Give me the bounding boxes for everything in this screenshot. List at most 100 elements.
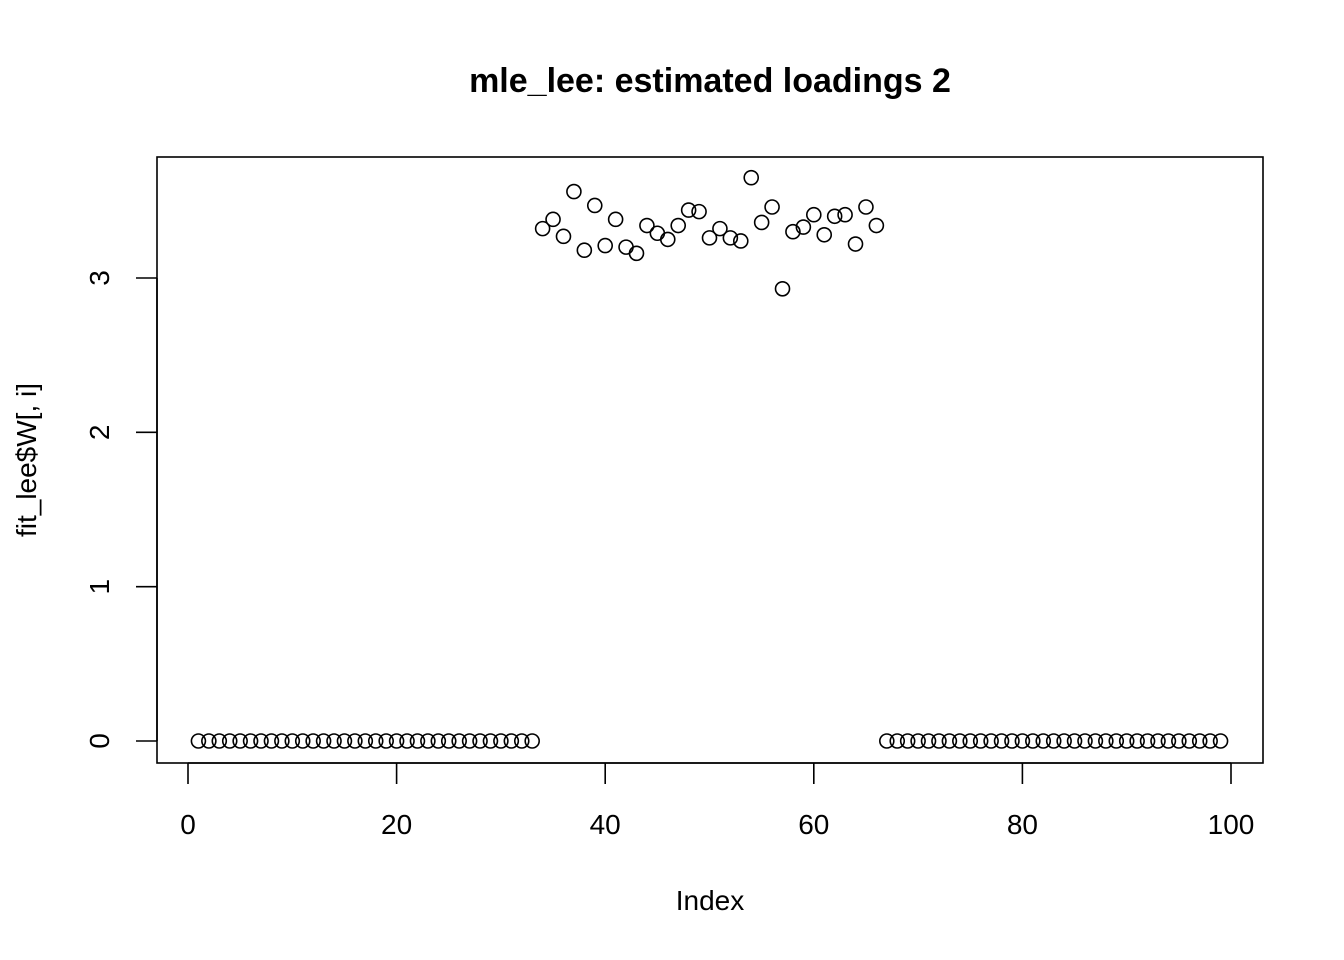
x-tick-label: 40	[590, 809, 621, 840]
data-point	[732, 233, 749, 249]
data-point	[837, 206, 853, 223]
x-tick-label: 80	[1007, 809, 1038, 840]
data-point	[847, 236, 864, 252]
data-point	[889, 733, 906, 749]
data-point	[597, 237, 614, 254]
data-point	[931, 733, 947, 749]
data-point	[430, 733, 447, 749]
x-tick-label: 100	[1208, 809, 1255, 840]
data-point	[232, 733, 248, 749]
data-point	[1202, 733, 1218, 749]
data-point	[1045, 733, 1062, 749]
data-point	[1056, 733, 1072, 749]
data-point	[1014, 733, 1031, 749]
data-point	[1035, 733, 1052, 749]
data-point	[211, 733, 228, 749]
data-point	[649, 225, 666, 242]
data-point	[545, 211, 561, 228]
data-point	[201, 733, 217, 749]
data-point	[367, 733, 384, 749]
data-point	[472, 733, 488, 749]
data-point	[357, 733, 374, 749]
data-point	[1118, 733, 1135, 749]
x-tick-label: 20	[381, 809, 412, 840]
data-point	[253, 733, 269, 749]
data-point	[993, 733, 1010, 749]
y-tick-label: 2	[84, 425, 115, 441]
data-point	[805, 206, 822, 223]
data-point	[628, 245, 645, 262]
data-point	[1066, 733, 1083, 749]
data-point	[461, 733, 478, 749]
data-point	[899, 733, 916, 749]
x-tick-label: 60	[798, 809, 829, 840]
data-point	[378, 733, 394, 749]
data-point	[607, 211, 624, 228]
data-point	[1139, 733, 1156, 749]
data-point	[1087, 733, 1104, 749]
y-tick-label: 1	[84, 579, 115, 595]
data-point	[618, 239, 634, 255]
data-point	[722, 230, 739, 246]
data-point	[983, 733, 999, 749]
data-point	[680, 202, 697, 218]
data-point	[774, 281, 791, 297]
data-point	[743, 169, 760, 186]
data-point	[336, 733, 353, 749]
data-point	[795, 219, 812, 235]
data-point	[451, 733, 467, 749]
data-point	[764, 199, 780, 215]
x-tick-label: 0	[180, 809, 196, 840]
data-point	[785, 223, 801, 240]
data-point	[440, 733, 457, 749]
data-point	[524, 733, 540, 749]
x-axis: 0 20 40 60 80 100	[180, 762, 1255, 840]
y-axis-label: fit_lee$W[, i]	[11, 383, 42, 537]
data-point	[962, 733, 979, 749]
data-point	[920, 733, 937, 749]
data-point	[868, 217, 885, 234]
data-point	[534, 220, 551, 237]
data-point	[493, 733, 509, 749]
data-point	[388, 733, 405, 749]
x-axis-label: Index	[676, 885, 745, 916]
plot-frame	[156, 156, 1264, 764]
data-point	[1025, 733, 1041, 749]
data-point	[1160, 733, 1177, 749]
y-tick-label: 3	[84, 270, 115, 286]
data-point	[712, 220, 728, 237]
data-point	[1004, 733, 1020, 749]
data-point	[409, 733, 426, 749]
data-point	[1098, 733, 1114, 749]
data-point	[1191, 733, 1208, 749]
data-point	[879, 733, 895, 749]
data-point	[659, 231, 676, 248]
data-point	[941, 733, 958, 749]
data-point	[670, 217, 687, 234]
data-point	[826, 208, 843, 225]
data-point	[399, 733, 415, 749]
data-point	[566, 183, 582, 200]
chart-title: mle_lee: estimated loadings 2	[469, 62, 951, 100]
data-point	[1212, 733, 1229, 749]
data-point	[639, 217, 655, 234]
data-point	[1171, 733, 1187, 749]
data-point	[952, 733, 968, 749]
data-point	[315, 733, 332, 749]
data-point	[294, 733, 311, 749]
data-point	[326, 733, 342, 749]
data-point	[347, 733, 363, 749]
data-point	[420, 733, 436, 749]
data-point	[242, 733, 259, 749]
data-point	[691, 203, 707, 220]
data-point	[701, 230, 718, 246]
data-point	[858, 199, 874, 215]
data-points	[190, 169, 1229, 749]
data-point	[503, 733, 520, 749]
y-axis: 0 1 2 3	[84, 270, 158, 749]
y-tick-label: 0	[84, 733, 115, 749]
data-point	[586, 197, 603, 214]
data-point	[1108, 733, 1125, 749]
data-point	[1150, 733, 1166, 749]
